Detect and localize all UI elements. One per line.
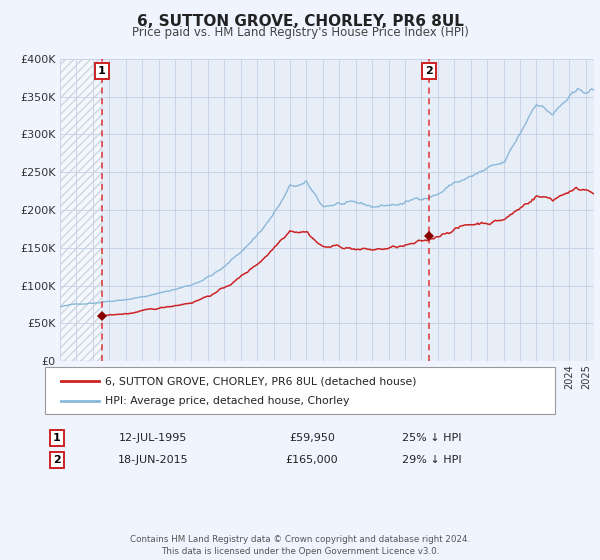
Text: Contains HM Land Registry data © Crown copyright and database right 2024.
This d: Contains HM Land Registry data © Crown c… (130, 535, 470, 556)
Text: 6, SUTTON GROVE, CHORLEY, PR6 8UL: 6, SUTTON GROVE, CHORLEY, PR6 8UL (137, 14, 463, 29)
Text: 25% ↓ HPI: 25% ↓ HPI (402, 433, 462, 443)
Text: 1: 1 (53, 433, 61, 443)
Text: 2: 2 (425, 67, 433, 76)
Text: 18-JUN-2015: 18-JUN-2015 (118, 455, 188, 465)
Text: 6, SUTTON GROVE, CHORLEY, PR6 8UL (detached house): 6, SUTTON GROVE, CHORLEY, PR6 8UL (detac… (105, 376, 416, 386)
Text: 2: 2 (53, 455, 61, 465)
Text: 1: 1 (98, 67, 106, 76)
Text: Price paid vs. HM Land Registry's House Price Index (HPI): Price paid vs. HM Land Registry's House … (131, 26, 469, 39)
Text: £165,000: £165,000 (286, 455, 338, 465)
Text: 29% ↓ HPI: 29% ↓ HPI (402, 455, 462, 465)
Text: HPI: Average price, detached house, Chorley: HPI: Average price, detached house, Chor… (105, 396, 349, 406)
Text: 12-JUL-1995: 12-JUL-1995 (119, 433, 187, 443)
Text: £59,950: £59,950 (289, 433, 335, 443)
